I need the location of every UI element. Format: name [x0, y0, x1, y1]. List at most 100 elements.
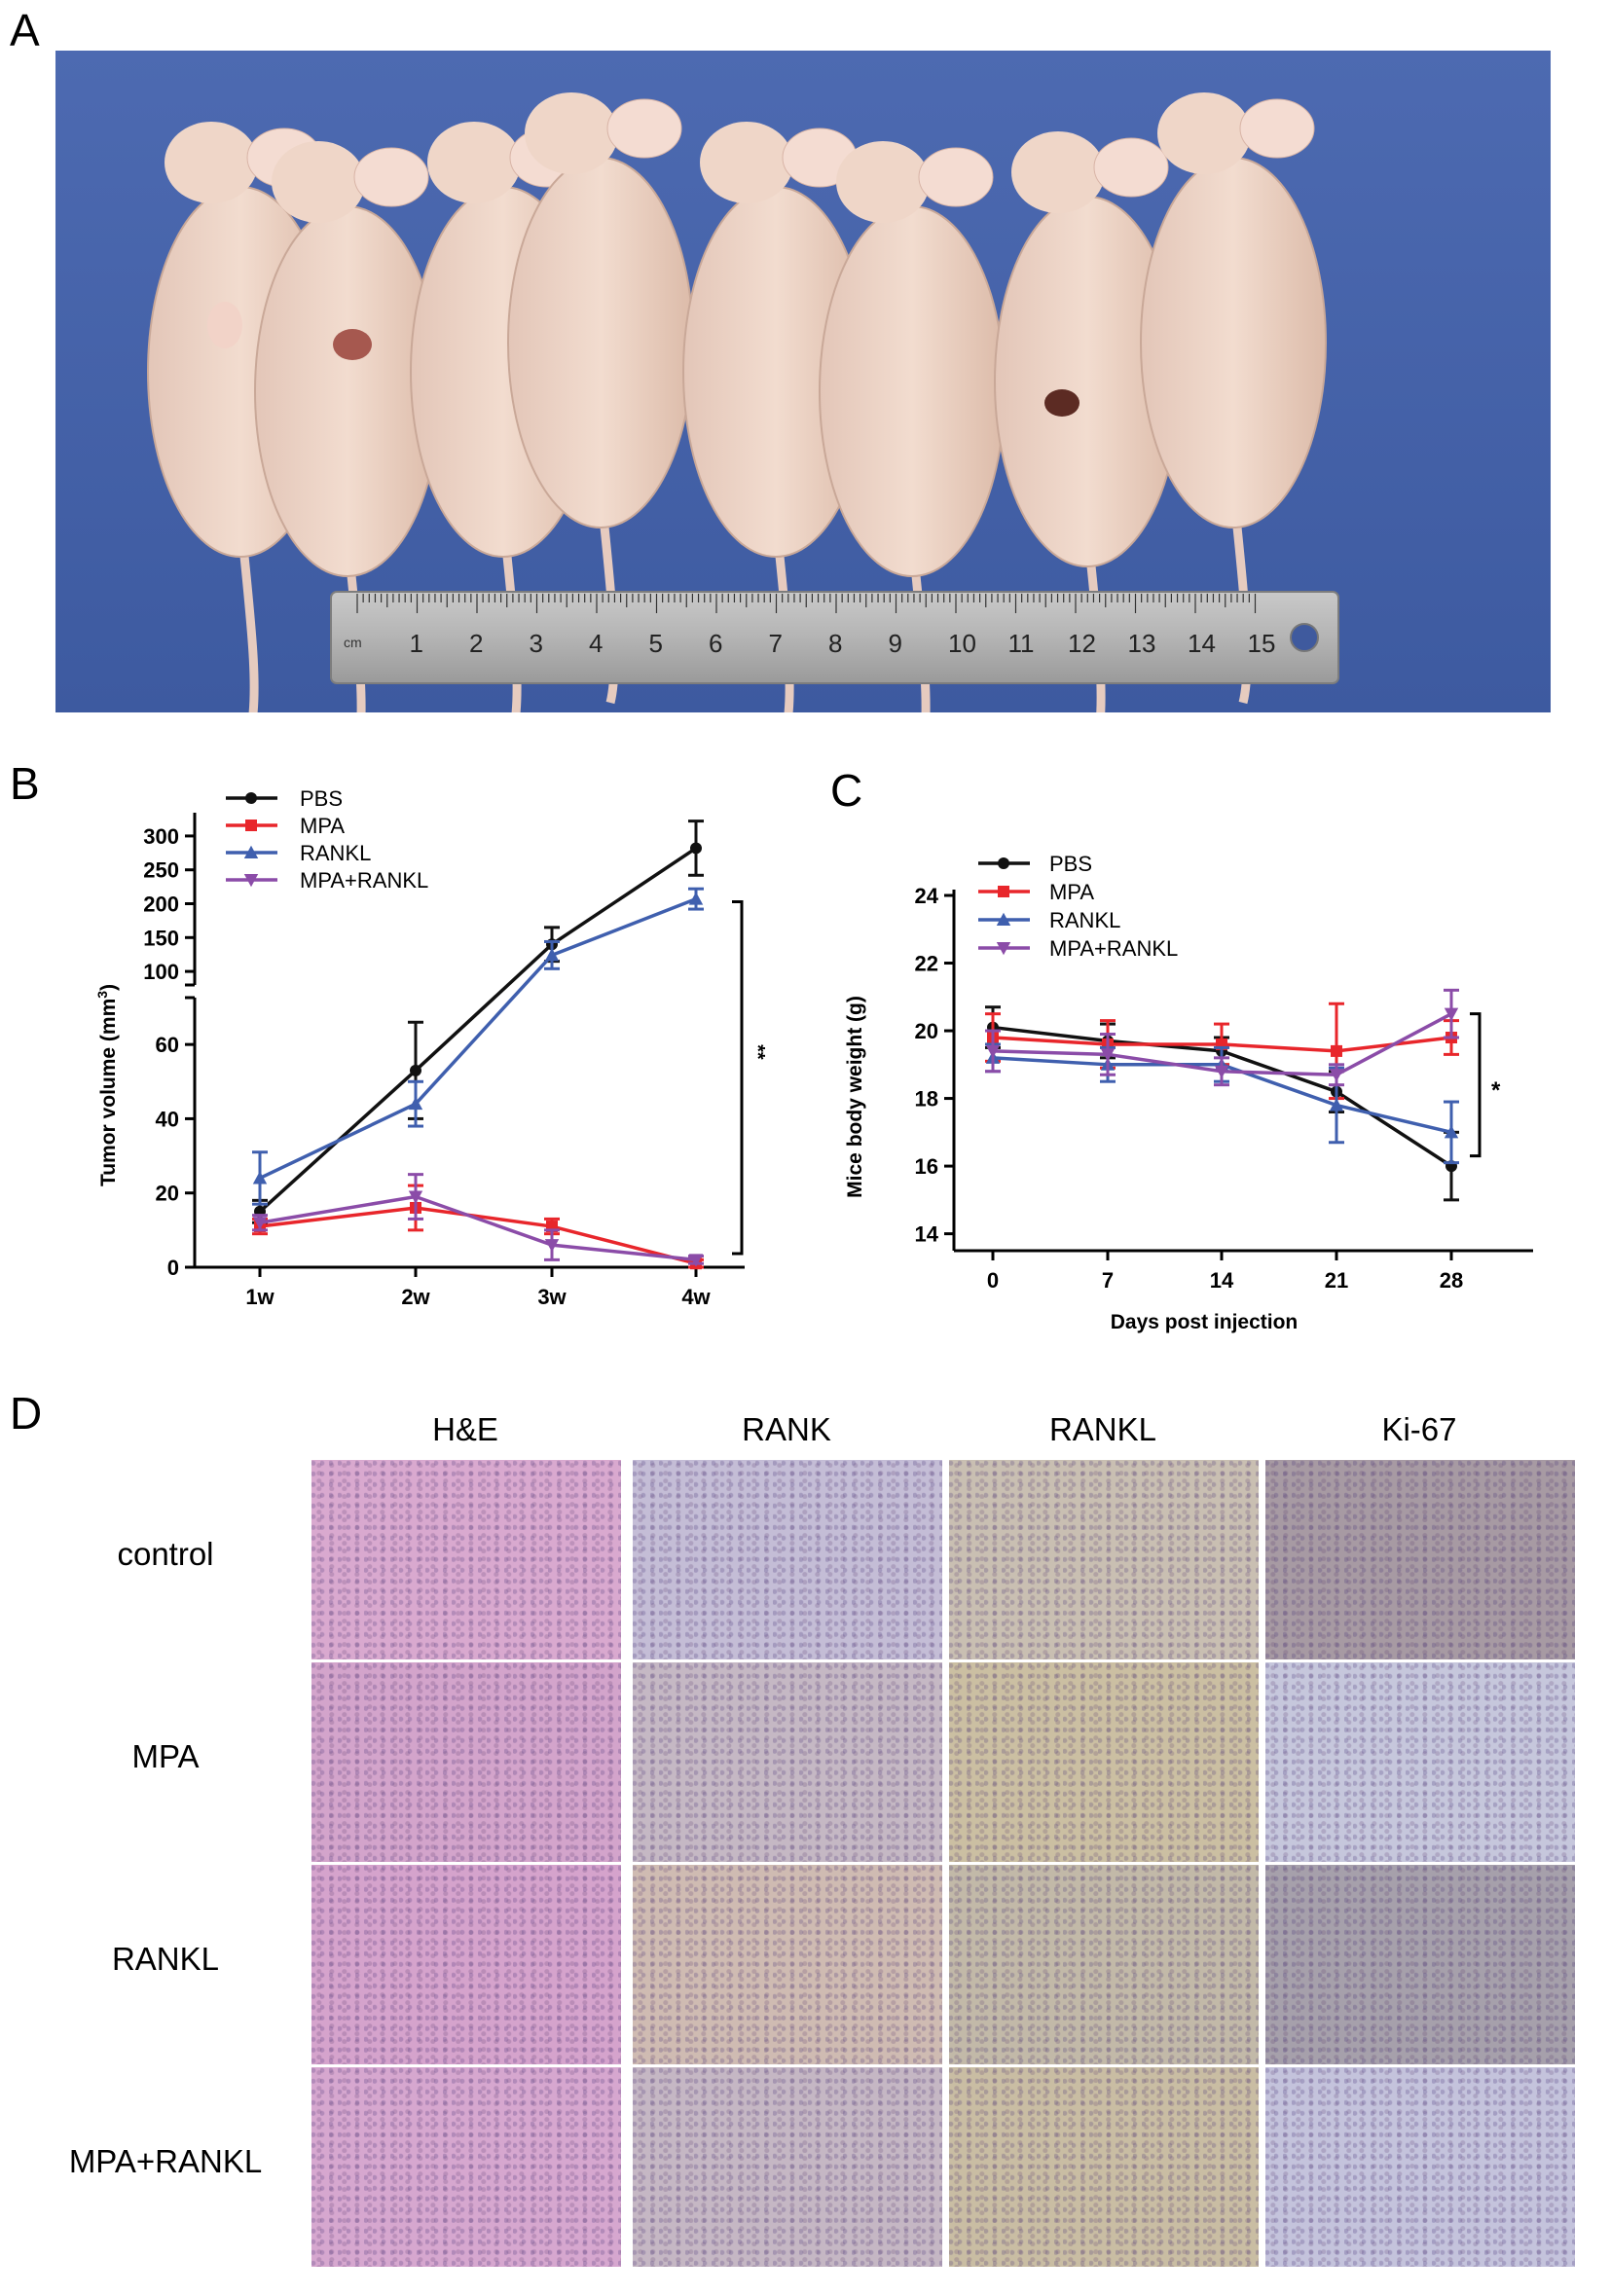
panel-label-b: B: [10, 758, 40, 809]
data-point: [544, 1239, 560, 1253]
legend-label: MPA: [1049, 880, 1094, 904]
series-line-MPA+RANKL: [259, 1194, 697, 1262]
data-point: [408, 1096, 423, 1111]
data-point: [1444, 1125, 1459, 1139]
y-tick-label: 16: [915, 1154, 938, 1179]
histology-image: [633, 1865, 942, 2064]
data-point: [985, 1044, 1001, 1059]
data-point: [1444, 1007, 1459, 1021]
x-tick-label: 1w: [245, 1285, 274, 1309]
histology-image: [311, 2067, 621, 2267]
y-tick-label: 300: [143, 824, 179, 849]
tumor: [1044, 389, 1079, 417]
body-weight-xlabel: Days post injection: [1111, 1311, 1299, 1333]
data-point: [1331, 1044, 1342, 1057]
legend-label: MPA: [300, 814, 345, 838]
x-tick-label: 28: [1440, 1268, 1463, 1293]
tumor: [207, 302, 242, 348]
ruler-number: 7: [769, 629, 783, 658]
tumor: [333, 329, 372, 360]
legend-marker: [245, 792, 257, 804]
histology-image: [311, 1662, 621, 1862]
mouse-head: [1157, 92, 1251, 174]
data-point: [1100, 1048, 1116, 1062]
histology-image: [633, 2067, 942, 2267]
ruler-number: 10: [948, 629, 976, 658]
histology-row-label: control: [117, 1536, 214, 1572]
histology-image: [633, 1662, 942, 1862]
histology-image: [949, 1662, 1259, 1862]
y-tick-label: 40: [156, 1107, 179, 1131]
significance-mark: **: [747, 1044, 768, 1060]
ruler-number: 2: [469, 629, 483, 658]
tumor-volume-ylabel: Tumor volume (mm3): [94, 984, 120, 1186]
ruler-number: 12: [1068, 629, 1096, 658]
series-line-PBS: [258, 846, 697, 1214]
x-tick-label: 4w: [681, 1285, 711, 1309]
data-point: [252, 1171, 268, 1184]
x-tick-label: 7: [1102, 1268, 1114, 1293]
data-point: [1214, 1065, 1229, 1078]
data-point: [252, 1217, 268, 1230]
legend-marker: [245, 820, 257, 831]
mouse-body: [1140, 157, 1327, 528]
y-tick-label: 150: [143, 926, 179, 950]
body-weight-chart: 14 16 18 20 22 24 0 7 14 21 28 * PBS MPA RANKL MPA+RA…: [844, 852, 1533, 1333]
legend-marker: [996, 942, 1011, 956]
legend-marker: [243, 874, 259, 888]
y-tick-label: 24: [915, 884, 939, 908]
histology-row-label: RANKL: [111, 1941, 220, 1977]
histology-column-header: H&E: [432, 1411, 498, 1447]
y-tick-label: 250: [143, 858, 179, 883]
x-tick-label: 3w: [537, 1285, 567, 1309]
data-point: [408, 1190, 423, 1204]
x-tick-label: 2w: [401, 1285, 430, 1309]
series-line-RANKL: [259, 896, 697, 1181]
significance-bracket: [1470, 1012, 1482, 1158]
histology-image: [949, 1865, 1259, 2064]
y-tick-label: 60: [156, 1033, 179, 1057]
mouse-body: [507, 157, 694, 528]
y-tick-label: 20: [915, 1019, 938, 1043]
ruler-number: 1: [410, 629, 423, 658]
data-point: [690, 842, 702, 855]
histology-image: [949, 1460, 1259, 1659]
significance-bracket: [732, 900, 744, 1256]
histology-row-label: MPA+RANKL: [68, 2143, 263, 2179]
legend-marker: [998, 857, 1009, 869]
x-tick-label: 14: [1210, 1268, 1234, 1293]
histology-image: [1265, 1460, 1575, 1659]
panel-label-d: D: [10, 1388, 43, 1439]
legend-marker: [243, 845, 259, 858]
ruler: 1 2 3 4 5 6 7 8 9 10 11 12 13 14 15 cm: [330, 591, 1339, 684]
legend-marker: [996, 912, 1011, 926]
histology-image: [949, 2067, 1259, 2267]
significance-mark: *: [1491, 1077, 1501, 1104]
ruler-unit: cm: [344, 635, 362, 650]
ruler-number: 15: [1248, 629, 1276, 658]
mouse-ear: [918, 147, 994, 207]
y-tick-label: 22: [915, 952, 938, 976]
mouse-head: [1011, 131, 1105, 213]
legend-label: RANKL: [300, 841, 371, 865]
ruler-number: 4: [589, 629, 603, 658]
y-tick-label: 200: [143, 893, 179, 917]
mouse-head: [525, 92, 618, 174]
mouse-ear: [1093, 137, 1169, 198]
x-tick-label: 21: [1325, 1268, 1348, 1293]
legend-label: PBS: [1049, 852, 1092, 876]
body-weight-ylabel: Mice body weight (g): [844, 996, 866, 1198]
series-line-MPA: [259, 1206, 697, 1265]
histology-image: [1265, 2067, 1575, 2267]
mice-photo: 1 2 3 4 5 6 7 8 9 10 11 12 13 14 15 cm: [55, 51, 1551, 712]
histology-column-header: RANK: [742, 1411, 831, 1447]
ruler-number: 11: [1008, 629, 1035, 658]
y-tick-label: 18: [915, 1087, 938, 1112]
mouse-head: [427, 122, 521, 203]
histology-image: [633, 1460, 942, 1659]
mouse-head: [272, 141, 365, 223]
histology-image: [1265, 1865, 1575, 2064]
histology-row-label: MPA: [131, 1738, 200, 1774]
panel-label-c: C: [830, 765, 863, 816]
mice-group: [147, 92, 1327, 712]
